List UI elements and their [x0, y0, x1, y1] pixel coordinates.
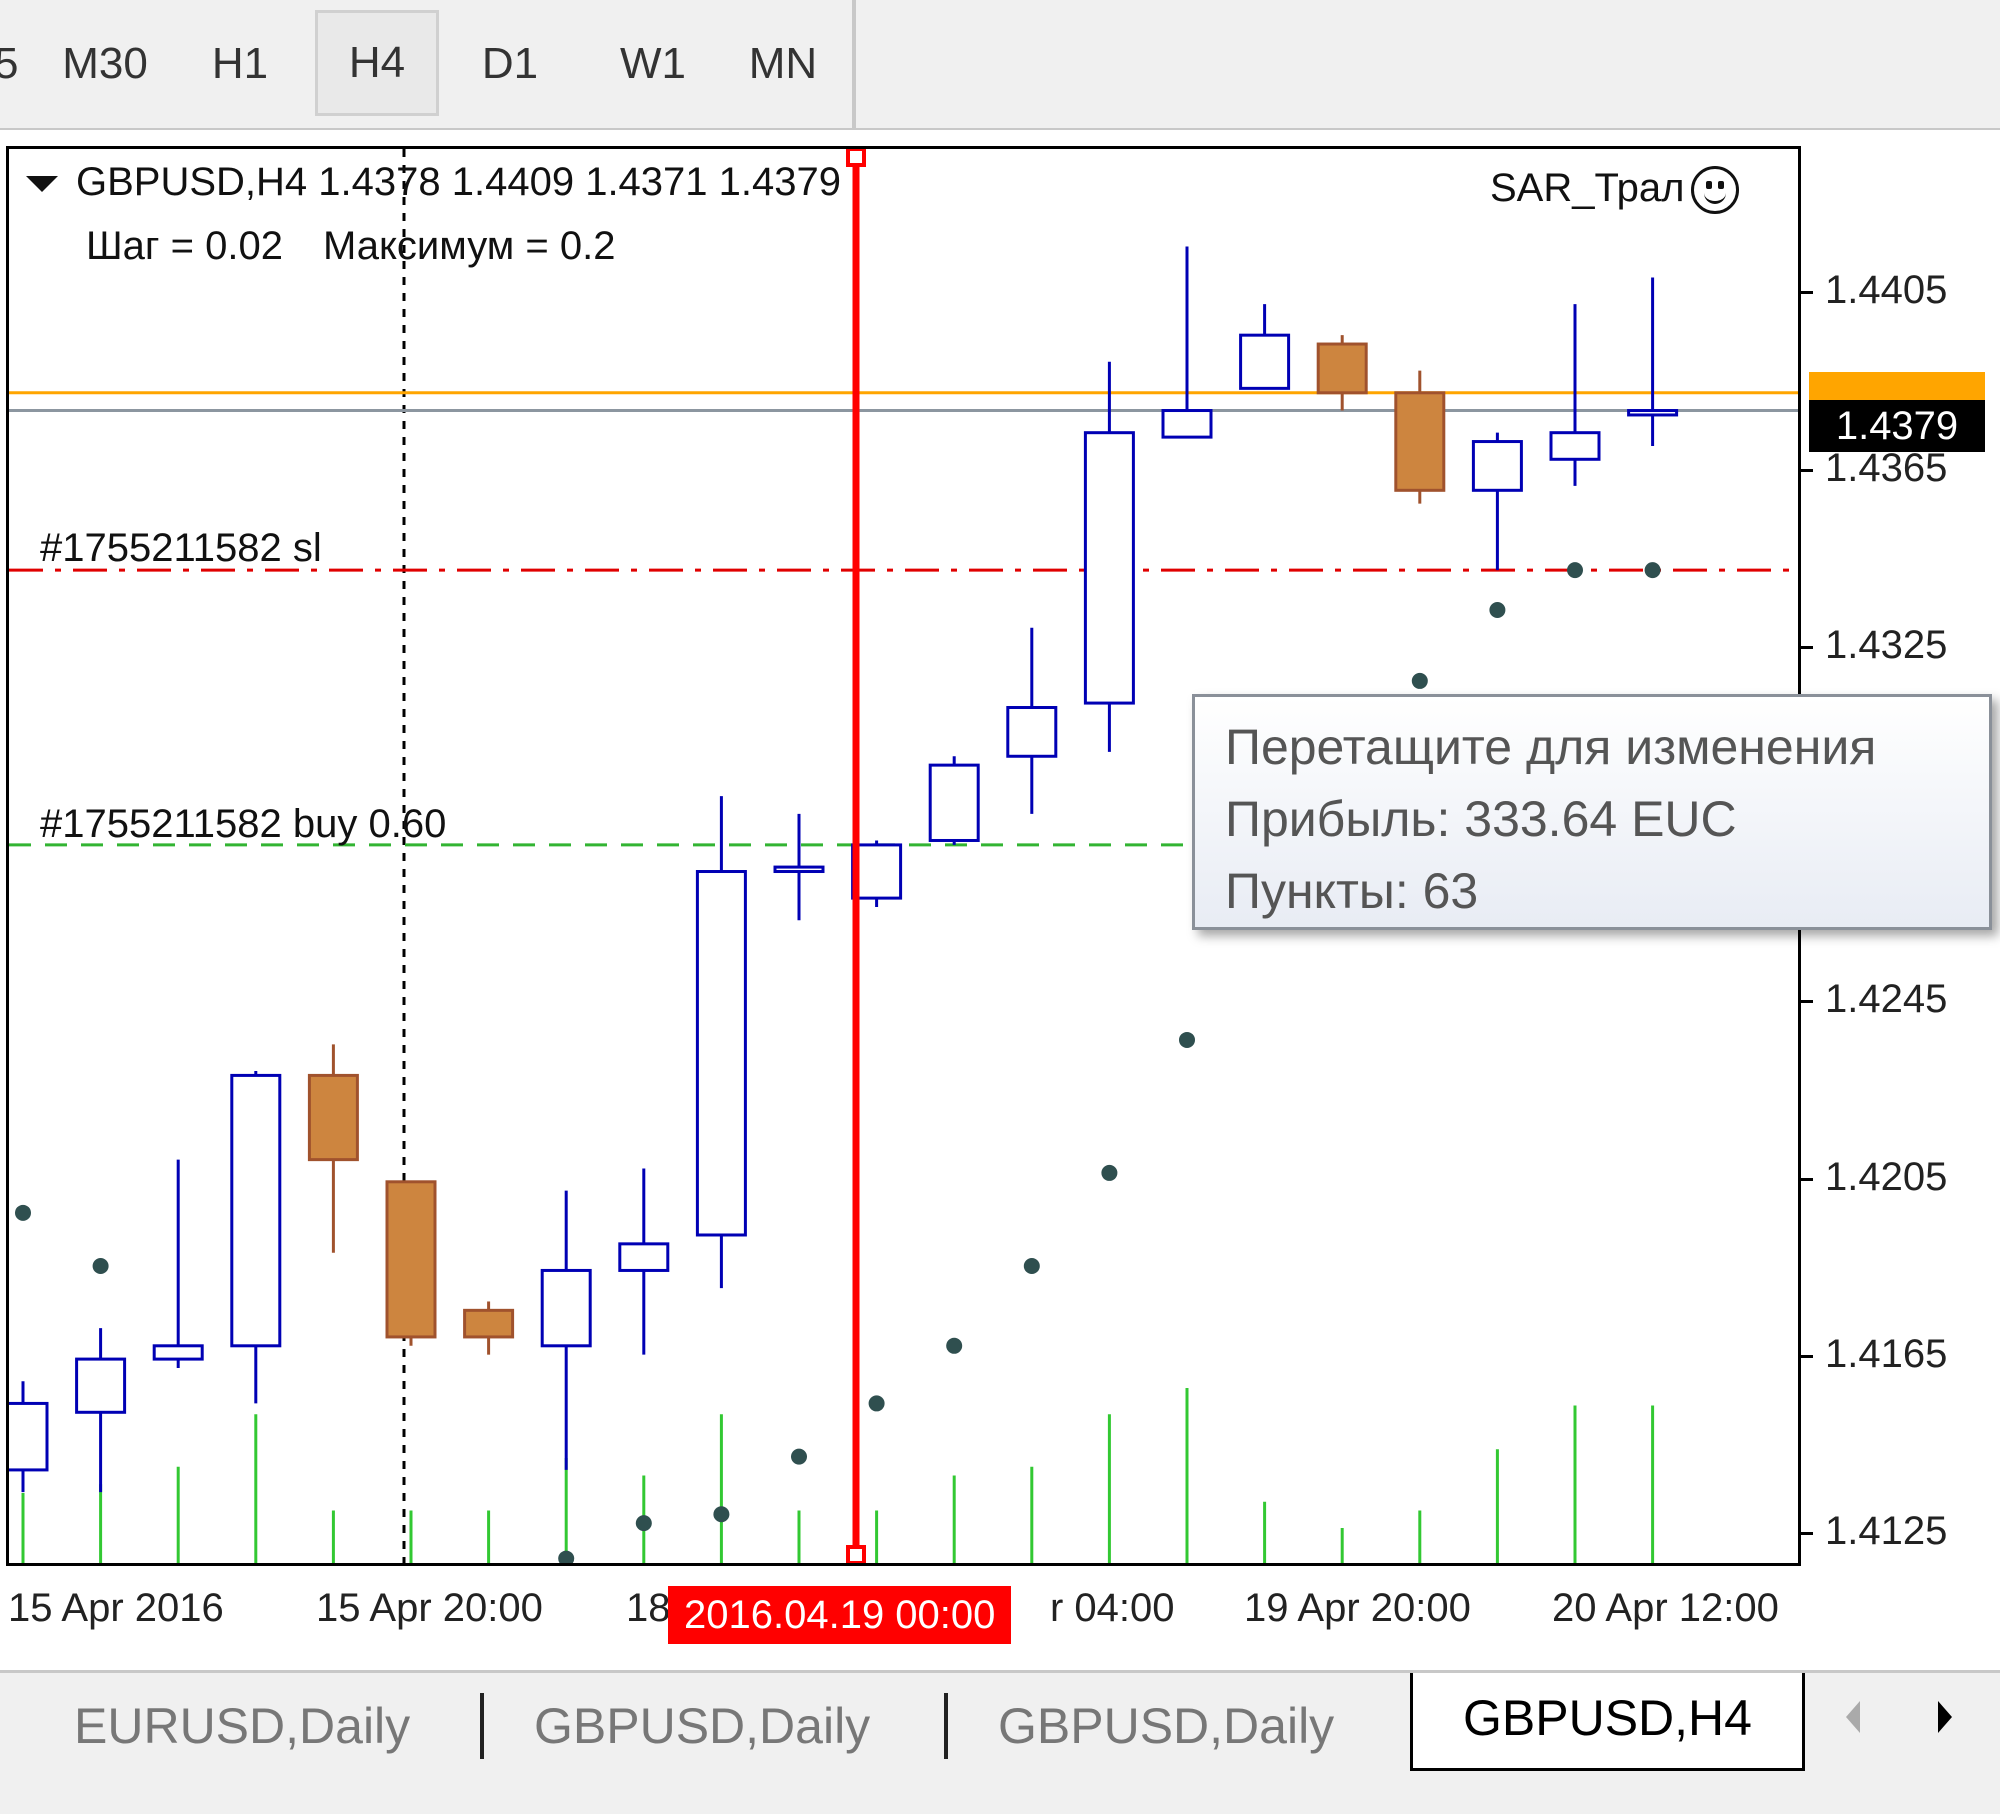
sar-dot: [1567, 562, 1583, 579]
drag-tooltip: Перетащите для изменения Прибыль: 333.64…: [1192, 694, 1992, 930]
time-label: r 04:00: [1050, 1586, 1175, 1630]
sar-dot: [15, 1204, 31, 1221]
smiley-icon: [1690, 166, 1739, 215]
ask-price-tag: [1809, 372, 1985, 404]
tf-button-h1[interactable]: H1: [211, 39, 269, 88]
candle-body: [540, 1268, 592, 1348]
sl-order-label: #1755211582 sl: [40, 526, 322, 570]
candle-body: [773, 865, 825, 874]
sar-dot: [92, 1258, 109, 1275]
candle-body: [152, 1344, 204, 1361]
sar-dot: [946, 1337, 963, 1354]
param-step: Шаг = 0.02: [86, 224, 283, 268]
candle-body: [307, 1073, 359, 1162]
expert-advisor-label[interactable]: SAR_Трал: [1490, 166, 1739, 215]
indicator-params: Шаг = 0.02 Максимум = 0.2: [86, 224, 655, 269]
candle-body: [618, 1242, 670, 1272]
price-tick-label: 1.4365: [1825, 445, 1948, 490]
candle-body: [75, 1357, 127, 1414]
tf-button-w1[interactable]: W1: [620, 39, 686, 88]
candle-body: [1471, 440, 1523, 492]
time-label: 15 Apr 2016: [8, 1586, 224, 1630]
cursor-handle-top: [846, 149, 866, 167]
cursor-handle-bottom: [846, 1545, 866, 1563]
chart-tabs-bar: EURUSD,Daily GBPUSD,Daily GBPUSD,Daily G…: [0, 1670, 2000, 1814]
candle-body: [851, 843, 903, 900]
buy-order-label: #1755211582 buy 0.60: [40, 802, 447, 846]
price-tick: [1801, 468, 1813, 472]
sar-dot: [1644, 562, 1661, 579]
sar-dot: [635, 1515, 652, 1532]
price-tick-label: 1.4325: [1825, 622, 1948, 667]
tab-separator: [944, 1693, 948, 1759]
candle-body: [1161, 409, 1213, 439]
price-tick: [1801, 1177, 1813, 1181]
time-label: 19 Apr 20:00: [1244, 1586, 1471, 1630]
candle-body: [463, 1308, 515, 1339]
time-label: 15 Apr 20:00: [316, 1586, 543, 1630]
price-tick: [1801, 291, 1813, 295]
chart-symbol-line: GBPUSD,H4 1.4378 1.4409 1.4371 1.4379: [26, 160, 841, 205]
candle-body: [1394, 391, 1446, 492]
tf-button-d1[interactable]: D1: [481, 39, 539, 88]
price-tick-label: 1.4165: [1825, 1332, 1948, 1377]
candle-body: [230, 1073, 282, 1348]
price-tick: [1801, 1532, 1813, 1536]
candle-body: [1627, 409, 1679, 417]
sar-dot: [868, 1395, 885, 1412]
sar-dot: [713, 1506, 730, 1523]
scroll-left-icon[interactable]: [1846, 1701, 1860, 1733]
candle-body: [9, 1401, 49, 1472]
candle-body: [1083, 431, 1135, 705]
candle-body: [1006, 706, 1058, 758]
tooltip-line-profit: Прибыль: 333.64 EUC: [1225, 791, 1737, 847]
tf-button-m30[interactable]: M30: [62, 39, 148, 88]
tf-button-h4[interactable]: H4: [315, 10, 439, 116]
collapse-triangle-icon[interactable]: [26, 176, 58, 193]
symbol-ohlc-text: GBPUSD,H4 1.4378 1.4409 1.4371 1.4379: [76, 160, 841, 204]
tf-button-mn[interactable]: MN: [748, 39, 818, 88]
tab-gbpusd-h4[interactable]: GBPUSD,H4: [1410, 1673, 1805, 1771]
chart-canvas[interactable]: [9, 149, 1798, 1563]
price-tick: [1801, 1000, 1813, 1004]
candle-body: [928, 763, 980, 842]
sar-dot: [558, 1550, 575, 1563]
sar-dot: [1179, 1031, 1195, 1048]
time-cursor-label: 2016.04.19 00:00: [668, 1586, 1012, 1644]
price-tick-label: 1.4245: [1825, 977, 1948, 1022]
candle-body: [1239, 333, 1291, 390]
candle-body: [1316, 342, 1368, 395]
tab-eurusd-daily[interactable]: EURUSD,Daily: [74, 1698, 411, 1754]
price-tick: [1801, 645, 1813, 649]
current-price-tag: 1.4379: [1809, 400, 1985, 452]
tab-separator: [480, 1693, 484, 1759]
tf-button-m5[interactable]: 5: [0, 39, 19, 88]
tooltip-line-points: Пункты: 63: [1225, 863, 1479, 919]
sar-dot: [1023, 1258, 1040, 1275]
time-label: 18: [626, 1586, 671, 1630]
candle-body: [1549, 431, 1601, 461]
timeframe-buttons: 5 M30 H1 H4 D1 W1 MN: [0, 0, 860, 128]
candle-body: [695, 870, 747, 1237]
sar-dot: [1489, 601, 1506, 618]
price-tick: [1801, 1355, 1813, 1359]
ea-name: SAR_Трал: [1490, 166, 1685, 210]
sar-dot: [791, 1448, 807, 1465]
toolbar-separator: [852, 0, 856, 128]
sar-dot: [1411, 672, 1428, 689]
candle-body: [385, 1180, 437, 1339]
scroll-right-icon[interactable]: [1938, 1701, 1952, 1733]
time-axis[interactable]: 15 Apr 2016 15 Apr 20:00 18 r 04:00 19 A…: [0, 1566, 1801, 1656]
tab-gbpusd-daily-1[interactable]: GBPUSD,Daily: [534, 1698, 871, 1754]
price-tick-label: 1.4125: [1825, 1509, 1948, 1554]
price-tick-label: 1.4405: [1825, 268, 1948, 313]
tab-gbpusd-daily-2[interactable]: GBPUSD,Daily: [998, 1698, 1335, 1754]
price-tick-label: 1.4205: [1825, 1154, 1948, 1199]
param-max: Максимум = 0.2: [322, 224, 616, 268]
sar-dot: [1101, 1164, 1118, 1181]
tooltip-line-drag: Перетащите для изменения: [1225, 719, 1877, 775]
timeframe-toolbar: 5 M30 H1 H4 D1 W1 MN: [0, 0, 2000, 130]
time-label: 20 Apr 12:00: [1552, 1586, 1779, 1630]
